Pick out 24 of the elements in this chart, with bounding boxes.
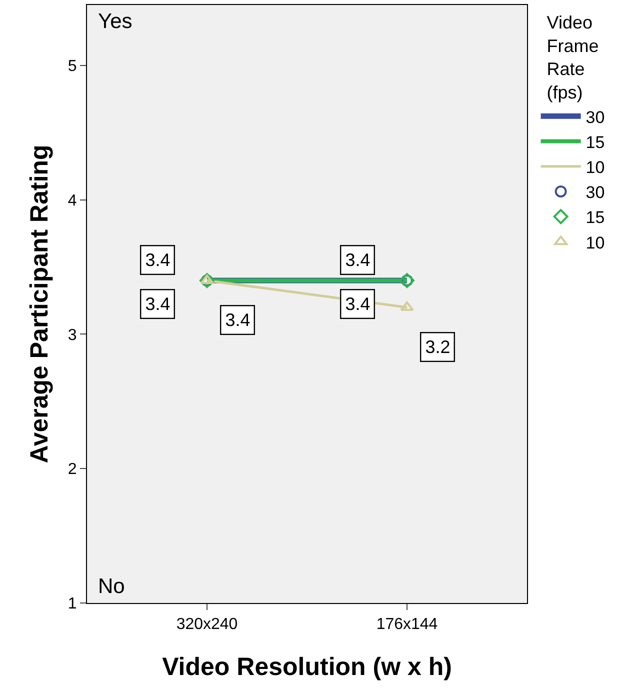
data-label: 3.4 — [145, 294, 170, 314]
y-axis-title: Average Participant Rating — [26, 144, 54, 464]
x-tick-label: 320x240 — [176, 616, 238, 634]
legend-label: 15 — [586, 208, 605, 228]
x-axis-title: Video Resolution (w x h) — [162, 653, 452, 682]
text: 30 — [586, 108, 605, 127]
y-tick-label: 3 — [68, 326, 77, 344]
y-tick-label: 1 — [68, 596, 77, 613]
legend-label: 30 — [586, 183, 605, 202]
annotation: No — [98, 575, 125, 598]
data-label: 3.4 — [345, 294, 370, 314]
data-label: 3.4 — [345, 250, 370, 270]
data-label: 3.2 — [425, 337, 450, 358]
y-tick-label: 5 — [68, 58, 77, 76]
text: 10 — [586, 158, 605, 177]
y-tick-label: 2 — [68, 461, 77, 478]
annotation: Yes — [98, 10, 132, 33]
y-tick-label: 4 — [68, 192, 77, 210]
data-label: 3.4 — [145, 250, 170, 270]
data-label: 3.4 — [225, 310, 250, 330]
legend-label: 10 — [586, 233, 605, 252]
text: 15 — [586, 132, 605, 152]
legend-title: Video Frame Rate (fps) — [546, 12, 599, 103]
x-tick-label: 176x144 — [376, 616, 438, 634]
